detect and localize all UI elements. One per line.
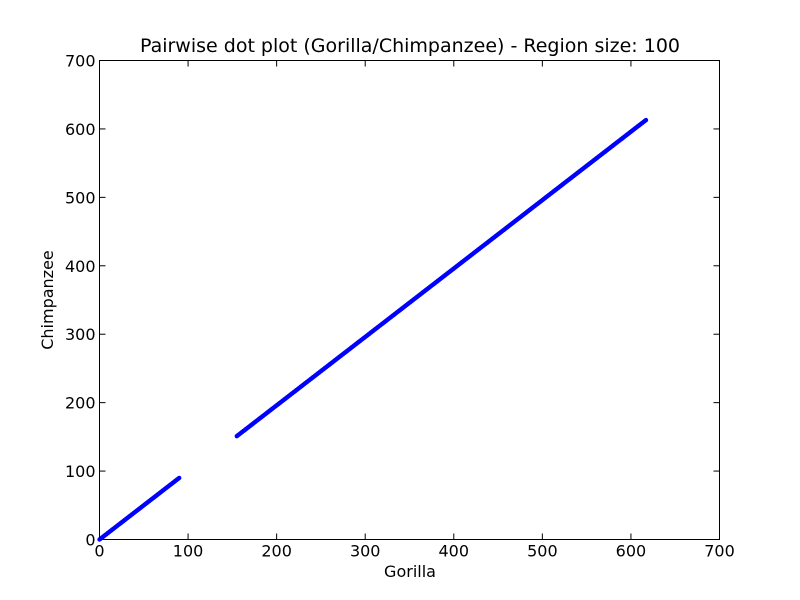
- ticks-layer: 0 100 200 300 400 500 600 700 0 100 200 300 400 500 60…: [65, 52, 735, 561]
- y-tick-label: 0: [85, 531, 95, 550]
- x-tick-label: 200: [261, 542, 292, 561]
- y-tick-label: 300: [65, 325, 96, 344]
- y-tick-label: 700: [65, 52, 96, 71]
- x-tick-label: 400: [439, 542, 470, 561]
- y-tick-label: 500: [65, 188, 96, 207]
- chart-title: Pairwise dot plot (Gorilla/Chimpanzee) -…: [140, 35, 680, 57]
- x-tick-label: 700: [704, 542, 735, 561]
- y-tick-label: 400: [65, 257, 96, 276]
- y-tick-label: 100: [65, 462, 96, 481]
- y-tick-label: 600: [65, 120, 96, 139]
- x-tick-label: 300: [350, 542, 381, 561]
- x-tick-label: 0: [94, 542, 104, 561]
- x-tick-label: 100: [173, 542, 204, 561]
- x-axis-label: Gorilla: [384, 562, 436, 581]
- x-tick-label: 600: [616, 542, 647, 561]
- x-tick-label: 500: [527, 542, 558, 561]
- plot-area-frame: [99, 60, 720, 540]
- data-point: [177, 475, 182, 481]
- y-axis-label: Chimpanzee: [38, 250, 57, 350]
- y-tick-label: 200: [65, 394, 96, 413]
- data-point: [643, 117, 649, 123]
- data-points-layer: [97, 117, 649, 542]
